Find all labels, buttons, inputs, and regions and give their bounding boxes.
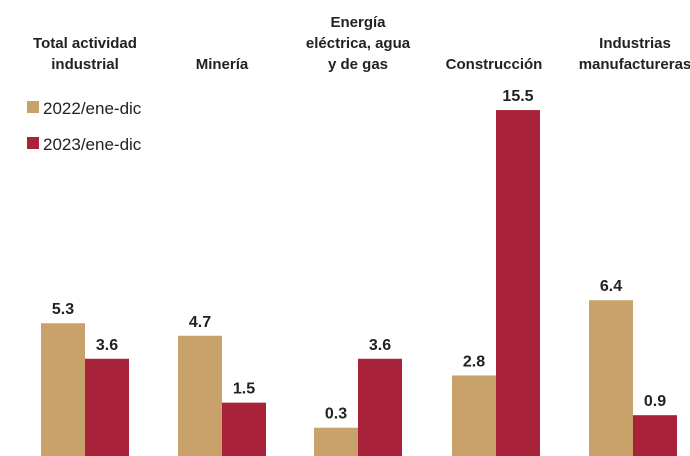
value-label-2022-3: 2.8: [463, 353, 485, 370]
value-label-2022-4: 6.4: [600, 278, 622, 295]
bar-2023-3: [496, 110, 540, 456]
category-label-4-line-1: manufactureras: [579, 56, 690, 73]
bar-2022-3: [452, 375, 496, 456]
bar-2022-4: [589, 300, 633, 456]
value-label-2023-3: 15.5: [502, 88, 533, 105]
value-label-2023-0: 3.6: [96, 337, 118, 354]
value-label-2023-1: 1.5: [233, 381, 255, 398]
bar-2023-2: [358, 358, 402, 456]
legend-label-2023: 2023/ene-dic: [43, 135, 142, 154]
category-label-2-line-2: y de gas: [328, 56, 388, 73]
bar-2023-4: [633, 415, 677, 456]
category-label-3-line-0: Construcción: [446, 56, 543, 73]
category-label-1-line-0: Minería: [196, 56, 249, 73]
value-label-2022-0: 5.3: [52, 301, 74, 318]
category-label-2-line-1: eléctrica, agua: [306, 35, 411, 52]
category-label-4-line-0: Industrias: [599, 35, 671, 52]
bar-2023-1: [222, 402, 266, 456]
value-label-2022-1: 4.7: [189, 314, 211, 331]
bar-2022-2: [314, 427, 358, 456]
value-label-2023-2: 3.6: [369, 337, 391, 354]
category-labels: Total actividad industrial Minería Energía e…: [33, 14, 690, 73]
legend-swatch-2022: [27, 101, 39, 113]
bar-2022-1: [178, 335, 222, 456]
value-label-2023-4: 0.9: [644, 393, 666, 410]
legend-swatch-2023: [27, 137, 39, 149]
bar-2023-0: [85, 358, 129, 456]
value-label-2022-2: 0.3: [325, 406, 347, 423]
bar-2022-0: [41, 323, 85, 456]
category-label-0-line-1: industrial: [51, 56, 119, 73]
value-labels: 5.3 4.7 0.3 2.8 6.4 3.6 1.5 3.6 15.5 0.9: [52, 88, 666, 423]
legend-label-2022: 2022/ene-dic: [43, 99, 142, 118]
bars: [41, 110, 677, 456]
category-label-0-line-0: Total actividad: [33, 35, 137, 52]
chart-legend: 2022/ene-dic 2023/ene-dic: [27, 99, 142, 154]
category-label-2-line-0: Energía: [330, 14, 386, 31]
